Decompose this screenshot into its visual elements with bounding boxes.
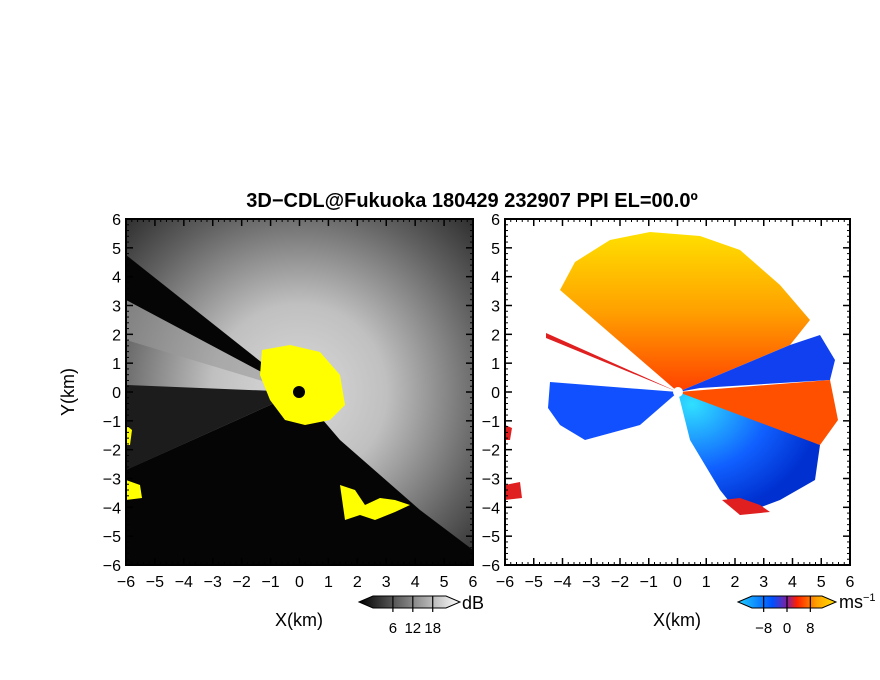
left-y-tick-label: −3 (103, 472, 121, 489)
left-y-tick-label: 4 (112, 270, 121, 287)
left-x-tick-label: −4 (175, 574, 193, 591)
left-x-tick-label: −3 (204, 574, 222, 591)
right-y-tick-label: 3 (491, 299, 500, 316)
right-x-tick-label: 4 (788, 574, 797, 591)
right-x-tick-label: 3 (759, 574, 768, 591)
velocity-colorbar-tick-label: −8 (755, 620, 772, 637)
reflectivity-colorbar-unit: dB (462, 593, 484, 613)
left-x-tick-label: 4 (411, 574, 420, 591)
right-y-tick-label: −3 (482, 472, 500, 489)
right-x-tick-label: −2 (611, 574, 629, 591)
velocity-colorbar-tick-label: 0 (783, 620, 791, 637)
right-y-tick-label: 5 (491, 241, 500, 258)
right-x-tick-label: −3 (582, 574, 600, 591)
left-x-tick-label: −1 (261, 574, 279, 591)
left-y-tick-label: −5 (103, 529, 121, 546)
velocity-colorbar-unit-base: ms (839, 592, 863, 612)
velocity-colorbar: −8 0 8 ms−1 (736, 592, 876, 637)
right-x-tick-label: 2 (731, 574, 740, 591)
right-x-axis-label: X(km) (653, 610, 701, 630)
reflectivity-colorbar-tick-label: 6 (389, 620, 397, 637)
left-y-tick-label: 2 (112, 327, 121, 344)
velocity-colorbar-ticks: −8 0 8 (755, 596, 815, 637)
left-y-tick-label: 1 (112, 356, 121, 373)
right-y-tick-label: −5 (482, 529, 500, 546)
right-y-tick-label: 2 (491, 327, 500, 344)
right-y-tick-label: −1 (482, 414, 500, 431)
right-x-tick-label: −6 (496, 574, 514, 591)
left-x-tick-label: −6 (117, 574, 135, 591)
left-y-tick-label: −2 (103, 443, 121, 460)
left-x-tick-label: 6 (469, 574, 478, 591)
right-y-tick-label: −6 (482, 558, 500, 575)
right-y-tick-label: 1 (491, 356, 500, 373)
left-x-tick-label: 2 (353, 574, 362, 591)
reflectivity-colorbar-tick-label: 18 (424, 620, 441, 637)
right-y-tick-label: 6 (491, 212, 500, 229)
reflectivity-field (126, 219, 473, 565)
left-y-tick-label: 3 (112, 299, 121, 316)
right-x-tick-label: 0 (673, 574, 682, 591)
left-y-tick-label: 6 (112, 212, 121, 229)
left-x-tick-label: −2 (233, 574, 251, 591)
left-x-tick-label: 0 (295, 574, 304, 591)
left-x-tick-label: 5 (440, 574, 449, 591)
velocity-colorbar-unit: ms−1 (839, 592, 876, 612)
right-y-tick-label: 4 (491, 270, 500, 287)
left-y-tick-label: 0 (112, 385, 121, 402)
left-y-tick-label: −1 (103, 414, 121, 431)
axes-layer: −6 −5 −4 −3 −2 −1 0 1 2 3 4 5 6−6−5−4−3−2−10123456−6… (103, 212, 855, 591)
left-y-axis-label: Y(km) (58, 368, 78, 416)
right-x-tick-label: −1 (640, 574, 658, 591)
left-y-tick-label: −4 (103, 500, 121, 517)
figure-title: 3D−CDL@Fukuoka 180429 232907 PPI EL=00.0… (246, 190, 698, 212)
left-x-axis-label: X(km) (275, 610, 323, 630)
left-y-tick-label: 5 (112, 241, 121, 258)
right-x-tick-label: −4 (553, 574, 571, 591)
left-y-tick-label: −6 (103, 558, 121, 575)
left-x-tick-label: 1 (324, 574, 333, 591)
right-y-tick-label: −4 (482, 500, 500, 517)
left-x-tick-label: −5 (146, 574, 164, 591)
right-x-tick-label: 1 (702, 574, 711, 591)
right-y-tick-label: 0 (491, 385, 500, 402)
velocity-colorbar-unit-exponent: −1 (863, 592, 876, 604)
doppler-velocity-field (505, 219, 850, 565)
reflectivity-colorbar-tick-label: 12 (404, 620, 421, 637)
right-x-tick-label: 6 (846, 574, 855, 591)
reflectivity-colorbar-ticks: 6 12 18 (389, 596, 441, 637)
right-x-tick-label: 5 (817, 574, 826, 591)
right-x-tick-label: −5 (525, 574, 543, 591)
right-y-tick-label: −2 (482, 443, 500, 460)
reflectivity-colorbar: 6 12 18 dB (357, 593, 484, 637)
left-x-tick-label: 3 (382, 574, 391, 591)
velocity-colorbar-tick-label: 8 (806, 620, 814, 637)
